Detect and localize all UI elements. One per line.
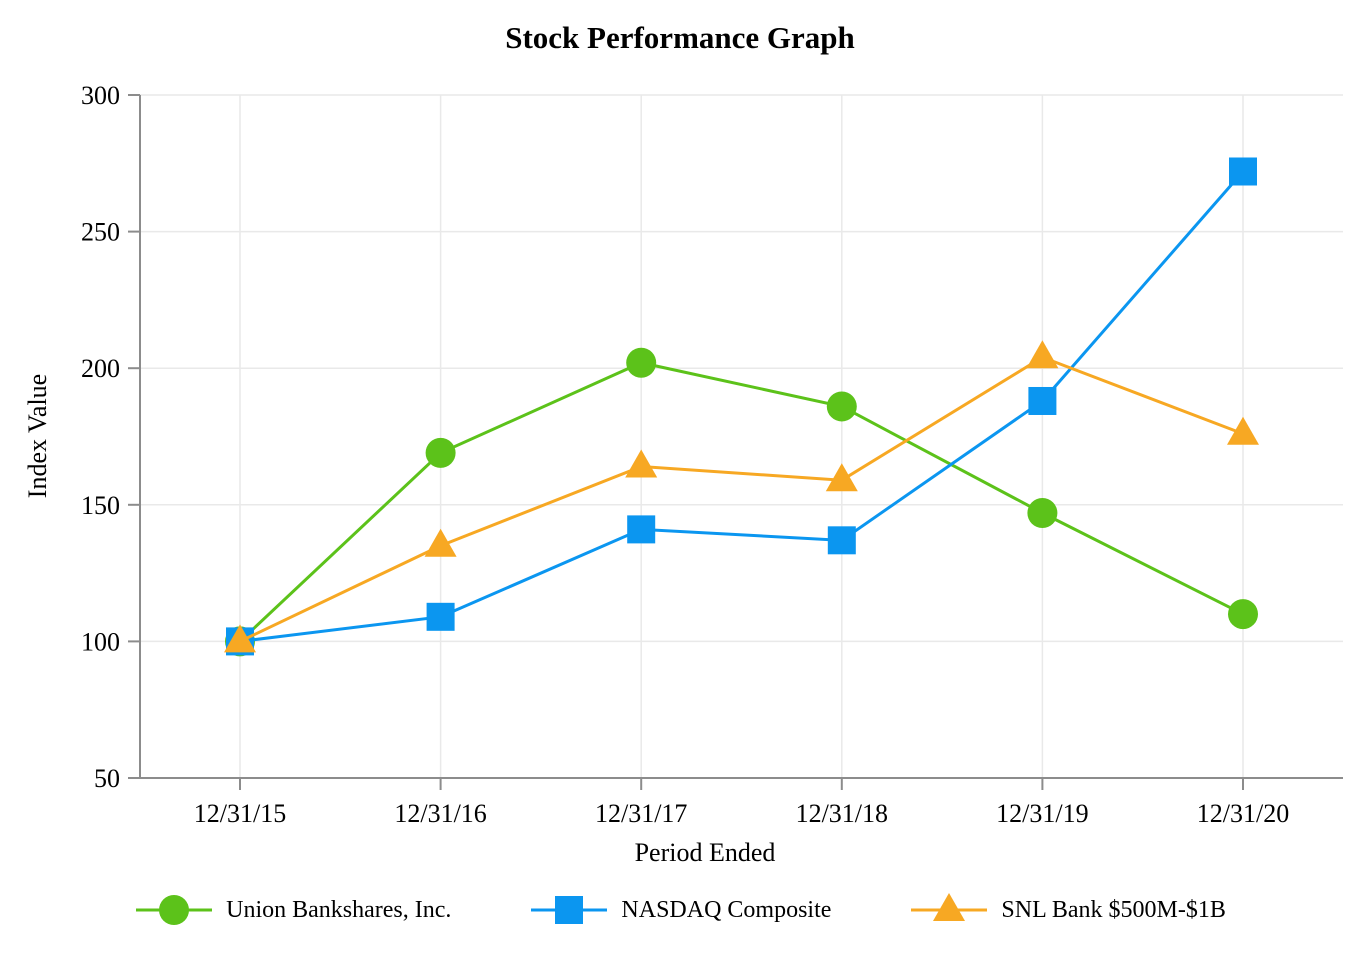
svg-text:200: 200 (81, 354, 120, 383)
legend-label: Union Bankshares, Inc. (226, 896, 452, 923)
svg-text:50: 50 (94, 764, 120, 793)
x-axis-label: Period Ended (634, 838, 776, 867)
svg-text:250: 250 (81, 218, 120, 247)
blue-square-line-icon (531, 896, 608, 924)
orange-triangle-line-icon (911, 893, 988, 921)
svg-text:100: 100 (81, 627, 120, 656)
green-circle-line-icon (136, 895, 213, 925)
legend-label: SNL Bank $500M-$1B (1001, 896, 1226, 923)
svg-text:12/31/15: 12/31/15 (194, 799, 286, 828)
svg-text:12/31/20: 12/31/20 (1197, 799, 1289, 828)
legend-item-snl-bank: SNL Bank $500M-$1B (909, 892, 1226, 928)
chart-title: Stock Performance Graph (505, 20, 855, 55)
svg-text:12/31/18: 12/31/18 (796, 799, 888, 828)
legend-label: NASDAQ Composite (621, 896, 832, 923)
svg-text:300: 300 (81, 81, 120, 110)
legend-item-nasdaq-composite: NASDAQ Composite (529, 892, 831, 928)
legend-item-union-bankshares: Union Bankshares, Inc. (134, 892, 451, 928)
svg-text:150: 150 (81, 491, 120, 520)
svg-text:12/31/17: 12/31/17 (595, 799, 687, 828)
svg-text:12/31/16: 12/31/16 (394, 799, 486, 828)
svg-text:12/31/19: 12/31/19 (996, 799, 1088, 828)
legend: Union Bankshares, Inc. NASDAQ Composite … (0, 892, 1360, 928)
